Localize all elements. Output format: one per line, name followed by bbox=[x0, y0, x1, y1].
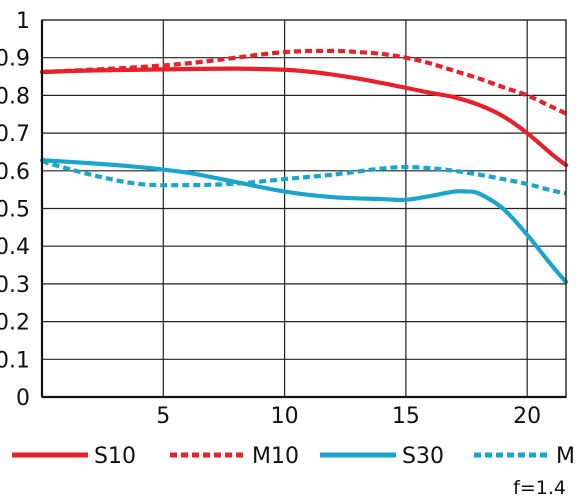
y-tick-label: 0.8 bbox=[0, 84, 30, 109]
x-tick-label: 15 bbox=[392, 404, 420, 429]
series-lines bbox=[39, 48, 569, 285]
x-tick-label: 10 bbox=[271, 404, 299, 429]
legend-label-m30: M30 bbox=[556, 444, 576, 469]
series-line-m10 bbox=[41, 48, 567, 116]
legend-label-m10: M10 bbox=[252, 444, 299, 469]
y-tick-label: 0.4 bbox=[0, 235, 30, 260]
y-tick-label: 0.6 bbox=[0, 160, 30, 185]
x-axis-tick-labels: 5 10 15 20 bbox=[156, 404, 541, 429]
y-tick-label: 0.3 bbox=[0, 273, 30, 298]
series-line-s10 bbox=[39, 66, 569, 168]
y-tick-label: 0.1 bbox=[0, 348, 30, 373]
y-tick-label: 0.9 bbox=[0, 47, 30, 72]
plot-frame bbox=[40, 19, 567, 399]
legend-label-s10: S10 bbox=[94, 444, 136, 469]
y-tick-label: 0 bbox=[16, 386, 30, 411]
aperture-annotation: f=1.4 bbox=[513, 477, 566, 499]
y-axis-tick-labels: 0 0.1 0.2 0.3 0.4 0.5 0.6 0.7 0.8 0.9 1 bbox=[0, 9, 30, 411]
y-tick-label: 1 bbox=[16, 9, 30, 34]
y-tick-label: 0.2 bbox=[0, 311, 30, 336]
x-tick-label: 5 bbox=[156, 404, 170, 429]
y-tick-label: 0.7 bbox=[0, 122, 30, 147]
legend: S10 M10 S30 M30 bbox=[12, 444, 576, 469]
x-tick-label: 20 bbox=[513, 404, 541, 429]
y-tick-label: 0.5 bbox=[0, 198, 30, 223]
grid bbox=[42, 20, 566, 397]
series-line-s30 bbox=[39, 158, 569, 285]
legend-label-s30: S30 bbox=[402, 444, 444, 469]
series-line-m30 bbox=[41, 159, 567, 196]
